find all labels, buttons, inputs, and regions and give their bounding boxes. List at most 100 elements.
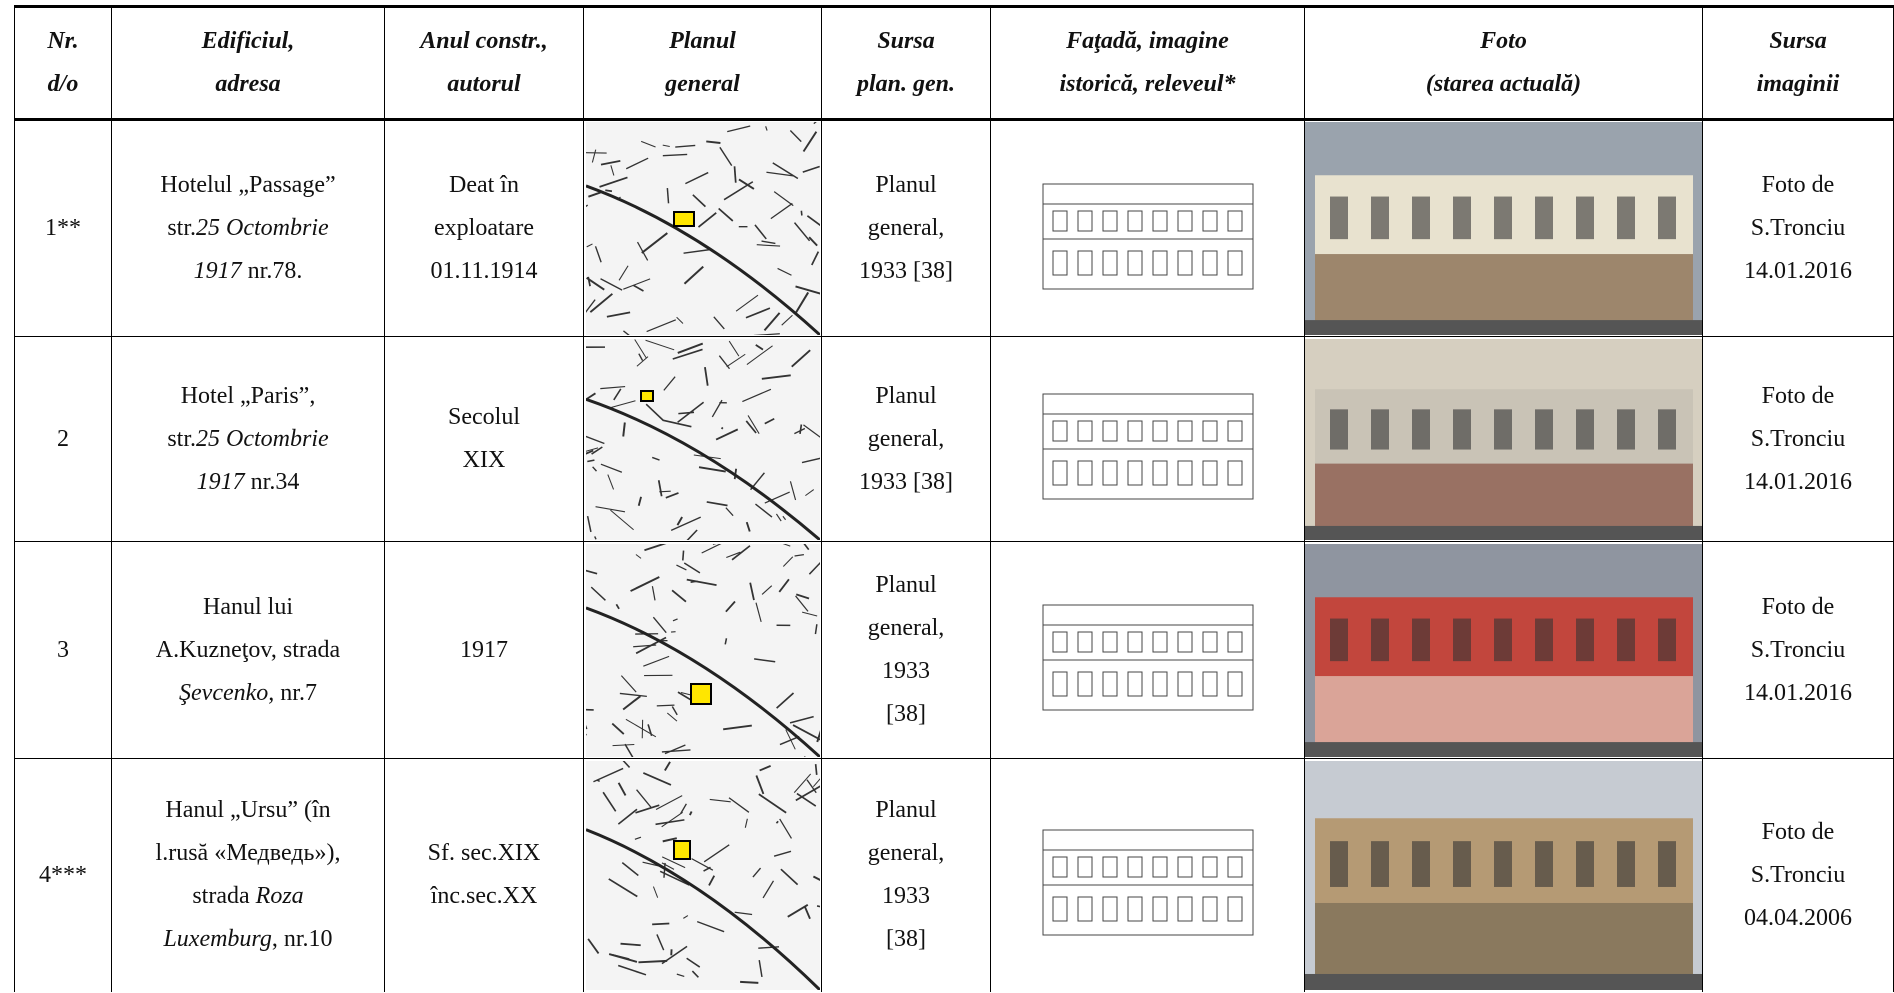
facade-cell <box>990 119 1305 337</box>
photo-source-text: S.Tronciu <box>1750 425 1846 452</box>
year: Deat în exploatare 01.11.1914 <box>384 119 584 337</box>
plan-source-text: general, <box>867 615 945 641</box>
building-line: strada Roza <box>113 875 384 918</box>
row-number: 1** <box>14 119 112 337</box>
header-row: Nr. d/o Edificiul, adresa Anul constr., autor… <box>14 5 1894 121</box>
building-line: Şevcenko, nr.7 <box>113 672 384 715</box>
row-number: 2 <box>14 336 112 542</box>
facade-drawing <box>1042 829 1253 936</box>
photo-cell <box>1304 336 1703 542</box>
building-text: Roza <box>255 883 304 910</box>
photo <box>1305 338 1702 540</box>
photo-source-text: Foto de <box>1761 172 1835 198</box>
plan-source: Planul general, 1933 [38] <box>821 758 991 992</box>
building-text: Şevcenko, <box>179 679 275 706</box>
year-text: exploatare <box>434 215 534 241</box>
header-text: (starea actuală) <box>1425 71 1582 97</box>
plan-source-text: 1933 [38] <box>859 258 953 284</box>
plan-source-text: Planul <box>875 797 937 824</box>
header-cell: Sursa plan. gen. <box>821 5 991 121</box>
header-text: adresa <box>215 71 281 97</box>
building-text: str. <box>167 215 197 241</box>
year-text: înc.sec.XX <box>430 883 538 910</box>
year-text: XIX <box>462 447 506 473</box>
photo-source-text: 14.01.2016 <box>1744 679 1852 706</box>
table-row: 3 Hanul lui A.Kuzneţov, strada Şevcenko, nr… <box>14 541 1894 759</box>
plan-source-text: Planul <box>875 172 937 198</box>
header-text: istorică, releveul* <box>1059 71 1236 97</box>
building-line: 1917 nr.78. <box>113 250 384 293</box>
facade-cell <box>990 541 1305 759</box>
facade-drawing <box>1042 604 1253 711</box>
building-text: strada <box>192 883 256 910</box>
building-text: A.Kuzneţov, strada <box>155 636 341 663</box>
building-line: Hanul „Ursu” (în <box>113 789 384 832</box>
photo-source-text: 14.01.2016 <box>1744 468 1852 495</box>
header-cell: Planul general <box>583 5 822 121</box>
building: Hotelul „Passage” str.25 Octombrie 1917 nr… <box>111 119 385 337</box>
header-text: Planul <box>669 28 736 54</box>
map-cell <box>583 758 822 992</box>
header-text: plan. gen. <box>856 71 955 97</box>
building-text: 1917 <box>193 258 242 284</box>
building-text: 1917 <box>196 468 245 495</box>
building-text: Hotelul „Passage” <box>160 172 336 198</box>
header-cell: Edificiul, adresa <box>111 5 385 121</box>
plan-source-text: 1933 <box>882 658 930 684</box>
year-text: 1917 <box>460 636 508 663</box>
plan-source-text: Planul <box>875 572 937 598</box>
header-text: Foto <box>1480 28 1527 54</box>
header-cell: Nr. d/o <box>14 5 112 121</box>
building-text: Hanul lui <box>203 593 293 620</box>
photo-source-text: Foto de <box>1761 382 1835 409</box>
photo-source-text: 14.01.2016 <box>1744 258 1852 284</box>
photo-source-text: S.Tronciu <box>1750 636 1846 663</box>
photo-source-text: S.Tronciu <box>1750 215 1846 241</box>
year-text: Sf. sec.XIX <box>427 840 541 867</box>
year: 1917 <box>384 541 584 759</box>
building-line: Hotel „Paris”, <box>113 375 384 418</box>
plan-source: Planul general, 1933 [38] <box>821 541 991 759</box>
map-image <box>585 760 820 990</box>
facade-drawing <box>1042 183 1253 289</box>
building-text: nr.7 <box>274 679 317 706</box>
map-cell <box>583 336 822 542</box>
photo-source-text: Foto de <box>1761 593 1835 620</box>
building: Hanul „Ursu” (în l.rusă «Медведь»), strada… <box>111 758 385 992</box>
row-number-text: 2 <box>57 425 69 452</box>
table-row: 2 Hotel „Paris”, str.25 Octombrie 1917 nr.3… <box>14 336 1894 542</box>
building-text: l.rusă «Медведь»), <box>155 840 341 867</box>
plan-source-text: Planul <box>875 382 937 409</box>
building-text: nr.78. <box>241 258 303 284</box>
header-text: general <box>665 71 740 97</box>
header-text: autorul <box>447 71 521 97</box>
building-text: , nr.10 <box>271 926 333 953</box>
header-cell: Faţadă, imagine istorică, releveul* <box>990 5 1305 121</box>
year: Sf. sec.XIX înc.sec.XX <box>384 758 584 992</box>
map-image <box>585 543 820 757</box>
header-text: Sursa <box>877 28 935 54</box>
table-row: 4*** Hanul „Ursu” (în l.rusă «Медведь»), st… <box>14 758 1894 992</box>
map-cell <box>583 541 822 759</box>
row-number: 3 <box>14 541 112 759</box>
map-image <box>585 122 820 335</box>
photo-source: Foto de S.Tronciu 14.01.2016 <box>1702 336 1894 542</box>
year-text: Deat în <box>449 172 519 198</box>
building-line: Hanul lui <box>113 586 384 629</box>
photo <box>1305 760 1702 990</box>
facade-cell <box>990 336 1305 542</box>
building-line: l.rusă «Медведь»), <box>113 832 384 875</box>
building-line: 1917 nr.34 <box>113 461 384 504</box>
header-text: Anul constr., <box>420 28 548 54</box>
header-text: imaginii <box>1756 71 1840 97</box>
building-text: Hotel „Paris”, <box>180 382 316 409</box>
building-text: str. <box>167 425 197 452</box>
photo-source: Foto de S.Tronciu 14.01.2016 <box>1702 541 1894 759</box>
buildings-table: Nr. d/o Edificiul, adresa Anul constr., autor… <box>14 5 1894 992</box>
header-cell: Anul constr., autorul <box>384 5 584 121</box>
header-text: Edificiul, <box>201 28 295 54</box>
building: Hotel „Paris”, str.25 Octombrie 1917 nr.34 <box>111 336 385 542</box>
year: Secolul XIX <box>384 336 584 542</box>
row-number-text: 1** <box>45 215 81 241</box>
